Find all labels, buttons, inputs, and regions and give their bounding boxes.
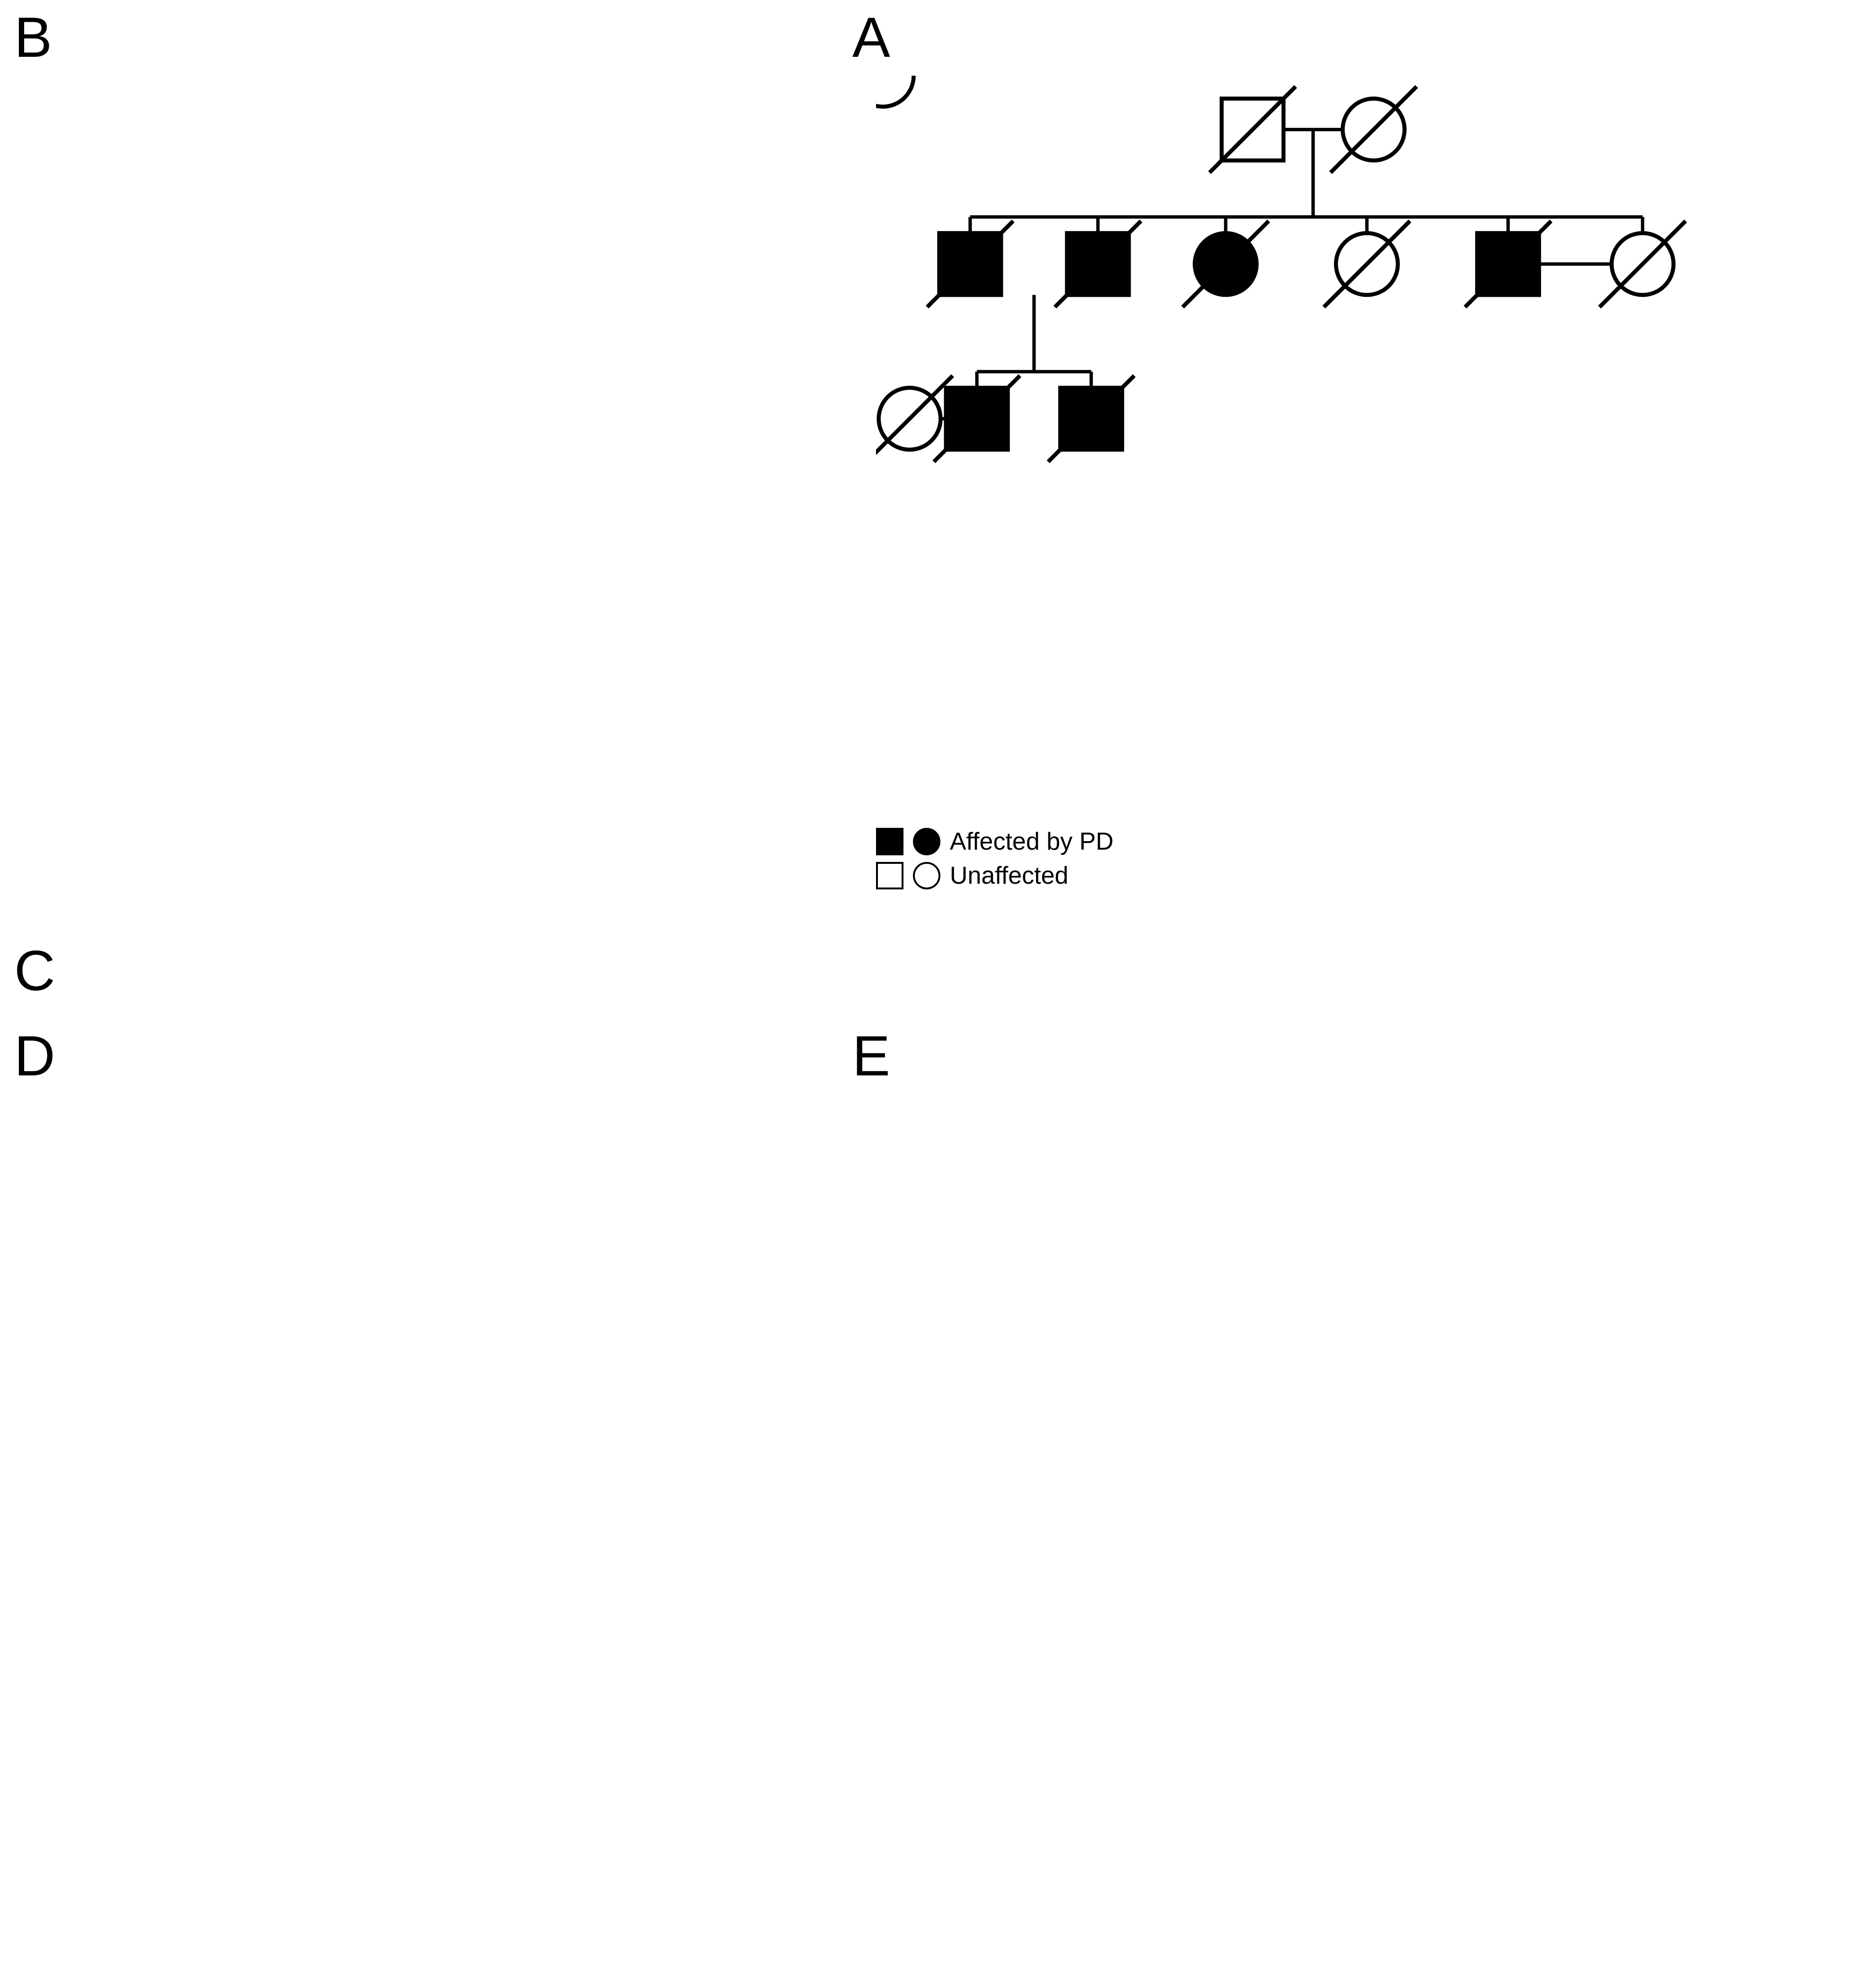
legend-affected-text: Affected by PD bbox=[950, 827, 1114, 856]
panel-a-label: A bbox=[852, 5, 890, 70]
panel-c-label: C bbox=[14, 938, 55, 1003]
legend-affected-square-icon bbox=[876, 828, 903, 855]
panel-b-label: B bbox=[14, 5, 52, 70]
panel-e-svg bbox=[857, 1094, 1817, 1885]
panel-b: B bbox=[19, 19, 819, 924]
panel-b-svg bbox=[19, 38, 819, 796]
legend-unaffected-square-icon bbox=[876, 862, 903, 889]
panel-d-label: D bbox=[14, 1023, 55, 1089]
panel-d: D bbox=[19, 1038, 819, 1888]
legend-affected-circle-icon bbox=[913, 828, 940, 855]
panel-e-label: E bbox=[852, 1023, 890, 1089]
legend-unaffected-circle-icon bbox=[913, 862, 940, 889]
pedigree-diagram: Affected by PD Unaffected bbox=[857, 19, 1817, 890]
panel-a: A Affected by PD Unaffected bbox=[857, 19, 1817, 896]
panel-c: C bbox=[19, 952, 819, 1009]
pedigree-svg bbox=[876, 76, 1817, 816]
panel-e: E bbox=[857, 1038, 1817, 1888]
pedigree-legend: Affected by PD Unaffected bbox=[876, 827, 1817, 890]
legend-unaffected-text: Unaffected bbox=[950, 861, 1069, 890]
